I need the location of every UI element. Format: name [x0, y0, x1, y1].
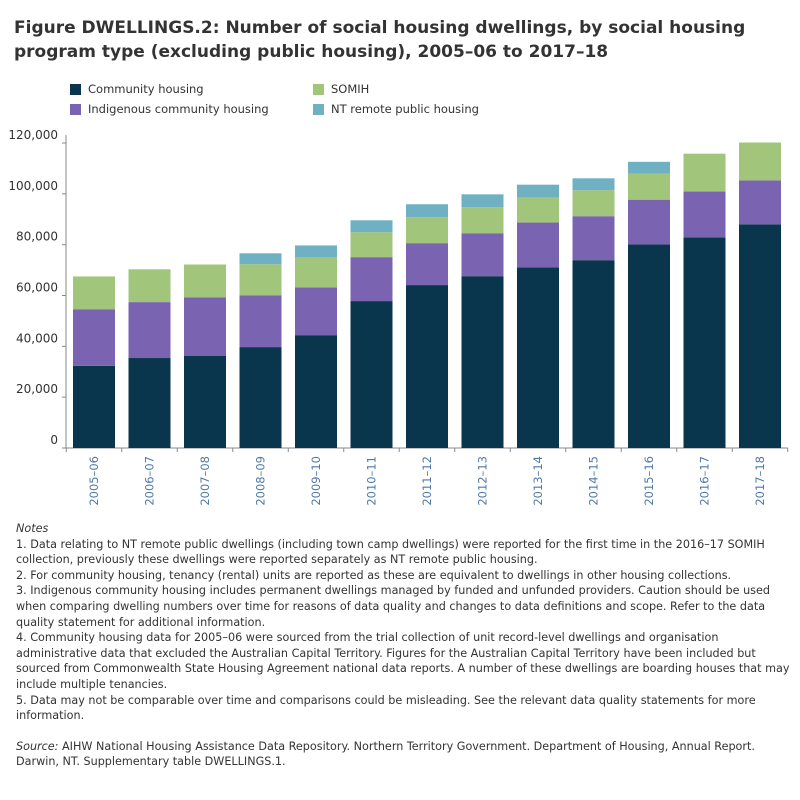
bar-segment-somih: [461, 207, 504, 234]
note-4: 4. Community housing data for 2005–06 we…: [16, 631, 790, 691]
bar-segment-indigenous-community-housing: [683, 191, 726, 238]
x-tick-label: 2016–17: [698, 456, 712, 506]
bar-segment-community-housing: [739, 224, 781, 448]
bar-segment-indigenous-community-housing: [517, 222, 559, 268]
x-tick-label: 2009–10: [309, 456, 323, 506]
bar-segment-community-housing: [184, 355, 226, 448]
bar-segment-community-housing: [295, 335, 337, 448]
bar-segment-somih: [406, 217, 448, 244]
bar-segment-indigenous-community-housing: [73, 309, 115, 366]
bar-segment-community-housing: [683, 237, 726, 448]
stacked-bar-chart: 0 20,000 40,000 60,000 80,000 100,000 120,000 2…: [8, 128, 789, 506]
legend-label: SOMIH: [331, 82, 370, 96]
x-tick-label: 2014–15: [587, 456, 601, 506]
notes: Notes 1. Data relating to NT remote publ…: [16, 521, 791, 770]
bar-segment-indigenous-community-housing: [184, 297, 226, 356]
y-tick-label: 80,000: [16, 230, 58, 244]
bar-segment-community-housing: [517, 267, 559, 448]
bar-segment-somih: [572, 190, 615, 217]
bar-segment-somih: [295, 257, 337, 288]
legend-item-community-housing[interactable]: Community housing: [70, 82, 204, 96]
x-tick-label: 2008–09: [254, 456, 268, 506]
bar-segment-somih: [350, 232, 393, 258]
y-tick-label: 0: [50, 433, 58, 447]
bar-segment-community-housing: [406, 285, 448, 448]
source: Source: AIHW National Housing Assistance…: [16, 739, 791, 770]
legend-item-somih[interactable]: SOMIH: [313, 82, 369, 96]
note-3: 3. Indigenous community housing includes…: [16, 584, 770, 629]
source-text: AIHW National Housing Assistance Data Re…: [16, 739, 755, 769]
legend-swatch: [313, 103, 324, 115]
note-5: 5. Data may not be comparable over time …: [16, 693, 756, 723]
bar-segment-somih: [128, 269, 171, 303]
x-tick-label: 2006–07: [143, 456, 157, 506]
bar-segment-nt-remote-public-housing: [572, 178, 615, 191]
chart-title: Figure DWELLINGS.2: Number of social hou…: [14, 18, 746, 62]
legend-swatch: [70, 103, 81, 115]
bar-segment-indigenous-community-housing: [128, 302, 171, 359]
x-tick-label: 2011–12: [420, 456, 434, 506]
x-tick-label: 2007–08: [198, 456, 212, 506]
legend-item-indigenous-community-housing[interactable]: Indigenous community housing: [70, 102, 269, 116]
bar-segment-somih: [239, 264, 282, 296]
bar-segment-nt-remote-public-housing: [406, 204, 448, 218]
x-tick-label: 2015–16: [642, 456, 656, 506]
legend-swatch: [313, 83, 324, 95]
x-tick-label: 2013–14: [531, 456, 545, 506]
bar-segment-nt-remote-public-housing: [461, 194, 504, 208]
legend-label: Indigenous community housing: [88, 102, 269, 116]
y-tick-label: 60,000: [16, 281, 58, 295]
note-2: 2. For community housing, tenancy (renta…: [16, 568, 732, 582]
legend-item-nt-remote-public-housing[interactable]: NT remote public housing: [313, 102, 479, 116]
bar-segment-community-housing: [350, 301, 393, 448]
bar-segment-community-housing: [572, 260, 615, 448]
y-tick-label: 40,000: [16, 331, 58, 345]
note-1: 1. Data relating to NT remote public dwe…: [16, 537, 765, 567]
y-tick-label: 100,000: [8, 179, 58, 193]
bar-segment-indigenous-community-housing: [628, 199, 670, 245]
legend-swatch: [70, 83, 81, 95]
legend-label: NT remote public housing: [331, 102, 479, 116]
bar-segment-indigenous-community-housing: [350, 257, 393, 302]
bar-segment-community-housing: [239, 347, 282, 448]
x-tick-label: 2010–11: [365, 456, 379, 506]
bar-segment-nt-remote-public-housing: [517, 184, 559, 198]
bar-segment-somih: [628, 173, 670, 200]
x-tick-label: 2012–13: [476, 456, 490, 506]
bar-segment-community-housing: [628, 244, 670, 448]
bar-segment-indigenous-community-housing: [239, 295, 282, 348]
bar-segment-community-housing: [461, 276, 504, 448]
y-tick-label: 20,000: [16, 382, 58, 396]
bar-segment-indigenous-community-housing: [572, 216, 615, 261]
x-tick-label: 2017–18: [753, 456, 767, 506]
bar-segment-somih: [73, 276, 115, 310]
bar-segment-nt-remote-public-housing: [350, 220, 393, 233]
source-label: Source:: [16, 739, 59, 753]
x-tick-label: 2005–06: [87, 456, 101, 506]
bar-segment-indigenous-community-housing: [739, 180, 781, 225]
bar-segment-indigenous-community-housing: [461, 233, 504, 277]
bar-segment-somih: [517, 197, 559, 223]
bar-segment-nt-remote-public-housing: [628, 161, 670, 174]
bar-segment-indigenous-community-housing: [406, 243, 448, 286]
bar-segment-somih: [184, 264, 226, 298]
bar-segment-indigenous-community-housing: [295, 287, 337, 336]
bar-segment-nt-remote-public-housing: [239, 253, 282, 265]
bar-segment-community-housing: [128, 358, 171, 448]
notes-heading: Notes: [16, 522, 49, 535]
bar-segment-nt-remote-public-housing: [295, 245, 337, 258]
bar-segment-somih: [683, 153, 726, 192]
legend-label: Community housing: [88, 82, 204, 96]
bar-segment-somih: [739, 142, 781, 181]
y-tick-label: 120,000: [8, 128, 58, 142]
bar-segment-community-housing: [73, 365, 115, 448]
